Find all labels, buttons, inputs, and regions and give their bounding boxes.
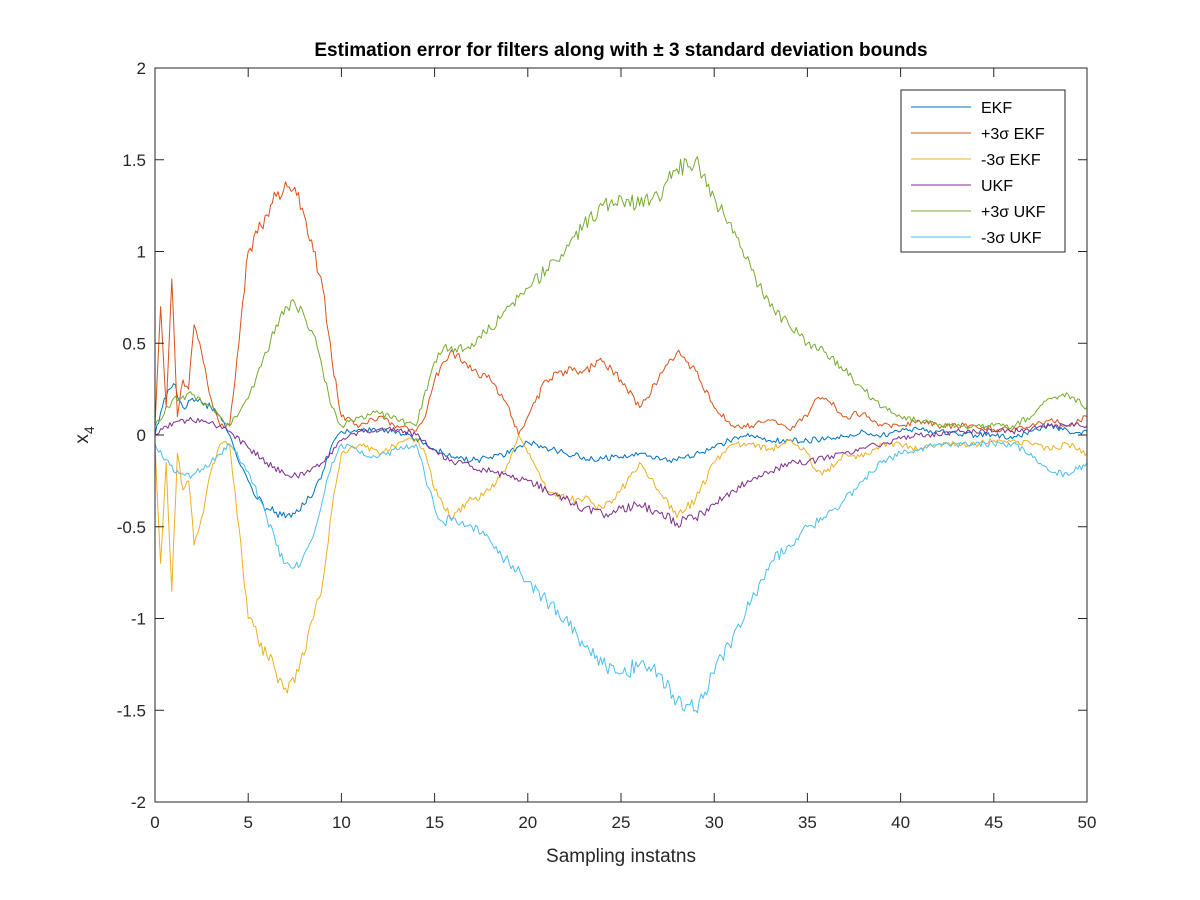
y-tick-label: 1	[137, 243, 146, 262]
legend-label: +3σ UKF	[981, 204, 1046, 221]
x-tick-label: 5	[243, 813, 252, 832]
x-tick-label: 0	[150, 813, 159, 832]
x-tick-label: 15	[425, 813, 444, 832]
x-axis: 0 5 10 15 20 25 30 35 40 45 50	[150, 68, 1096, 832]
y-tick-label: -1.5	[117, 701, 146, 720]
legend-label: -3σ UKF	[981, 230, 1042, 247]
series-line	[155, 440, 1087, 714]
legend-label: EKF	[981, 100, 1012, 117]
y-tick-label: -1	[131, 610, 146, 629]
x-axis-label: Sampling instatns	[546, 846, 696, 867]
series-line	[155, 383, 1087, 519]
x-tick-label: 35	[798, 813, 817, 832]
x-tick-label: 20	[518, 813, 537, 832]
chart-title: Estimation error for filters along with …	[314, 40, 927, 61]
legend-label: +3σ EKF	[981, 126, 1045, 143]
svg-text:x4: x4	[72, 426, 97, 444]
y-axis: -2 -1.5 -1 -0.5 0 0.5 1 1.5 2	[117, 59, 1087, 812]
series-layer	[155, 156, 1087, 714]
x-tick-label: 25	[612, 813, 631, 832]
x-tick-label: 50	[1078, 813, 1097, 832]
x-tick-label: 45	[984, 813, 1003, 832]
x-tick-label: 40	[891, 813, 910, 832]
legend-box	[900, 89, 1066, 253]
x-tick-label: 30	[705, 813, 724, 832]
series-line	[155, 156, 1087, 430]
y-tick-label: 2	[137, 59, 146, 78]
legend: EKF +3σ EKF -3σ EKF UKF +3σ UKF -3σ UKF	[900, 89, 1066, 253]
y-axis-label-base: x	[72, 434, 93, 444]
y-axis-label-sub: 4	[81, 426, 97, 434]
series-line	[155, 181, 1087, 436]
y-tick-label: -0.5	[117, 518, 146, 537]
y-tick-label: 0.5	[122, 334, 146, 353]
legend-label: -3σ EKF	[981, 152, 1041, 169]
y-tick-label: 0	[137, 426, 146, 445]
y-axis-label: x4	[72, 426, 97, 444]
y-tick-label: -2	[131, 793, 146, 812]
legend-label: UKF	[981, 178, 1013, 195]
x-tick-label: 10	[332, 813, 351, 832]
y-tick-label: 1.5	[122, 151, 146, 170]
series-line	[155, 416, 1087, 528]
